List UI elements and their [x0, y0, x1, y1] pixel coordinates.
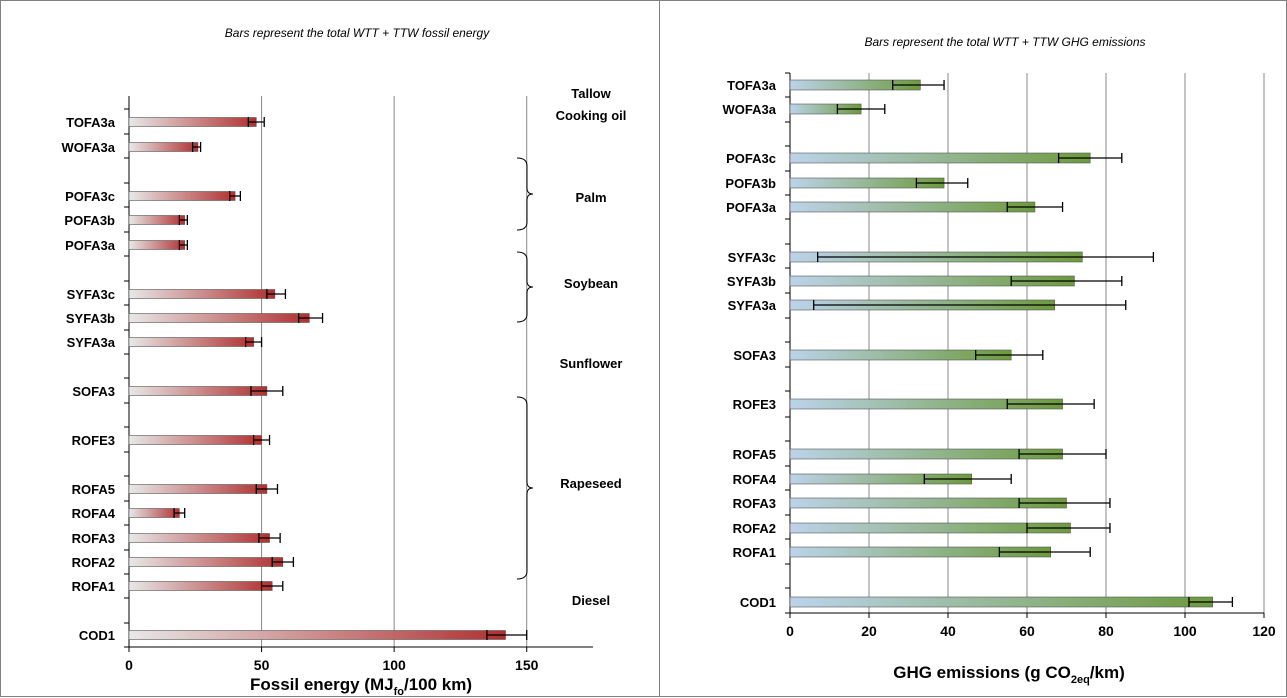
category-label: POFA3c	[65, 189, 115, 204]
group-label: Cooking oil	[556, 108, 627, 123]
ghg-emissions-panel: Bars represent the total WTT + TTW GHG e…	[659, 0, 1287, 697]
bar	[128, 630, 506, 640]
category-label: ROFA3	[72, 531, 115, 546]
bar	[128, 313, 310, 323]
x-axis-title-rest: /km)	[1090, 663, 1125, 682]
category-label: TOFA3a	[727, 78, 777, 93]
bar	[128, 191, 236, 201]
category-label: SYFA3c	[728, 250, 776, 265]
category-label: ROFA2	[733, 521, 776, 536]
category-label: ROFA1	[72, 579, 115, 594]
group-label: Rapeseed	[560, 476, 621, 491]
bar	[128, 484, 268, 494]
bar	[128, 533, 270, 543]
ghg-emissions-chart: Bars represent the total WTT + TTW GHG e…	[723, 35, 1276, 686]
bar	[789, 201, 1036, 213]
category-label: ROFA2	[72, 555, 115, 570]
bar	[789, 596, 1213, 608]
category-label: SYFA3b	[727, 274, 776, 289]
group-brace	[516, 157, 534, 231]
category-label: SOFA3	[72, 384, 115, 399]
value-tick-label: 0	[786, 623, 794, 639]
bar	[128, 117, 257, 127]
group-label: Diesel	[572, 593, 610, 608]
category-label: WOFA3a	[723, 102, 777, 117]
value-tick-label: 40	[940, 623, 956, 639]
category-label: ROFA4	[733, 472, 777, 487]
group-brace	[516, 396, 534, 580]
category-label: SYFA3b	[66, 311, 115, 326]
bar	[128, 557, 284, 567]
category-label: ROFE3	[72, 433, 115, 448]
bar	[128, 215, 185, 225]
bar	[789, 152, 1091, 164]
value-tick-label: 0	[125, 657, 133, 673]
x-axis-title: Fossil energy (MJfo/100 km)	[250, 675, 472, 698]
x-axis-title-rest: /100 km)	[404, 675, 472, 694]
fossil-energy-chart: Bars represent the total WTT + TTW fossi…	[62, 26, 627, 698]
bar	[128, 337, 254, 347]
value-tick-label: 100	[1173, 623, 1197, 639]
bar	[128, 240, 185, 250]
bar	[128, 435, 262, 445]
category-label: SYFA3a	[728, 298, 777, 313]
category-label: POFA3b	[64, 213, 115, 228]
category-label: ROFA4	[72, 506, 116, 521]
category-label: ROFA1	[733, 545, 776, 560]
category-label: WOFA3a	[62, 140, 116, 155]
category-label: ROFE3	[733, 397, 776, 412]
fossil-energy-panel: Bars represent the total WTT + TTW fossi…	[0, 0, 660, 698]
value-tick-label: 50	[254, 657, 270, 673]
value-tick-label: 80	[1098, 623, 1114, 639]
bar	[128, 289, 276, 299]
x-axis-title-main: Fossil energy (MJ	[250, 675, 394, 694]
category-label: POFA3b	[725, 176, 776, 191]
group-label: Tallow	[571, 86, 611, 101]
category-label: ROFA5	[733, 447, 776, 462]
x-axis-title-subscript: 2eq	[1071, 674, 1090, 686]
category-label: POFA3c	[726, 151, 776, 166]
category-label: ROFA5	[72, 482, 115, 497]
category-label: COD1	[79, 628, 115, 643]
bar	[128, 386, 268, 396]
x-axis-title-main: GHG emissions (g CO	[893, 663, 1071, 682]
group-label: Sunflower	[560, 356, 623, 371]
category-label: SOFA3	[733, 348, 776, 363]
value-tick-label: 100	[382, 657, 406, 673]
value-tick-label: 120	[1252, 623, 1276, 639]
value-tick-label: 60	[1019, 623, 1035, 639]
chart-subtitle: Bars represent the total WTT + TTW GHG e…	[864, 35, 1145, 49]
chart-subtitle: Bars represent the total WTT + TTW fossi…	[225, 26, 490, 40]
category-label: SYFA3c	[67, 287, 115, 302]
group-label: Soybean	[564, 276, 618, 291]
value-tick-label: 20	[861, 623, 877, 639]
group-brace	[516, 251, 534, 323]
category-label: POFA3a	[726, 200, 777, 215]
x-axis-title: GHG emissions (g CO2eq/km)	[893, 663, 1125, 686]
category-label: ROFA3	[733, 496, 776, 511]
group-label: Palm	[575, 190, 606, 205]
x-axis-title-subscript: fo	[394, 686, 405, 698]
category-label: SYFA3a	[67, 335, 116, 350]
category-label: COD1	[740, 595, 776, 610]
bar	[128, 508, 180, 518]
bar	[128, 581, 273, 591]
category-label: TOFA3a	[66, 115, 116, 130]
bar	[128, 142, 199, 152]
category-label: POFA3a	[65, 238, 116, 253]
value-tick-label: 150	[515, 657, 539, 673]
